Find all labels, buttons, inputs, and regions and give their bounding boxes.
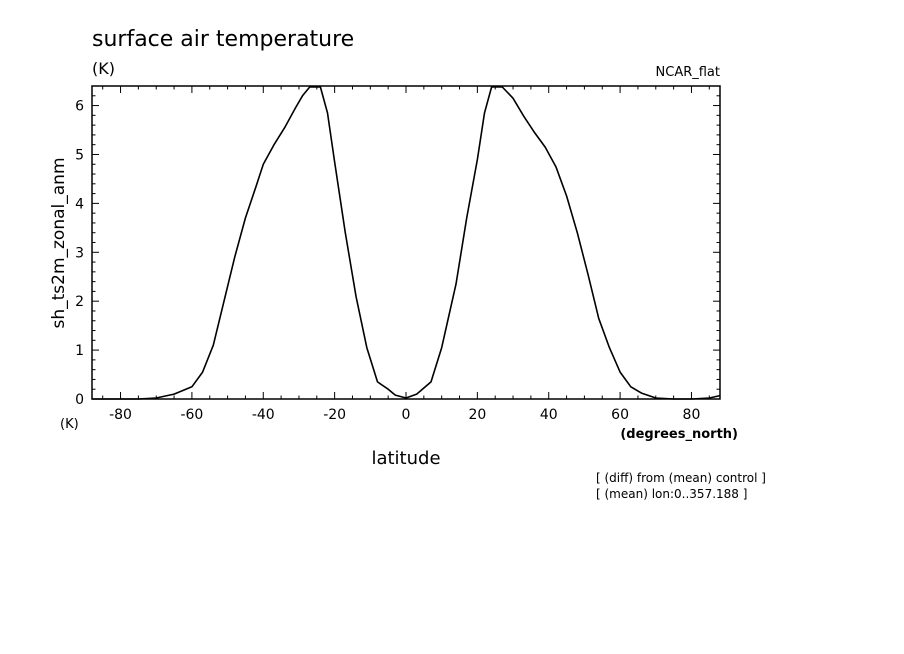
x-tick-label: -60 bbox=[180, 407, 203, 423]
x-tick-label: -40 bbox=[252, 407, 275, 423]
y-tick-label: 5 bbox=[75, 147, 84, 163]
x-tick-label: -20 bbox=[323, 407, 346, 423]
x-axis-label: latitude bbox=[371, 448, 440, 469]
units-top: (K) bbox=[92, 59, 115, 78]
dataset-label: NCAR_flat bbox=[656, 65, 720, 80]
units-bottom: (K) bbox=[60, 417, 79, 432]
x-tick-label: 40 bbox=[540, 407, 558, 423]
y-tick-label: 4 bbox=[75, 196, 84, 212]
plot-frame bbox=[91, 85, 721, 400]
y-tick-label: 0 bbox=[75, 392, 84, 408]
y-tick-label: 1 bbox=[75, 343, 84, 359]
chart-title: surface air temperature bbox=[92, 27, 354, 52]
y-tick-label: 3 bbox=[75, 245, 84, 261]
x-tick-label: 0 bbox=[402, 407, 411, 423]
series-line bbox=[92, 86, 721, 400]
y-tick-label: 6 bbox=[75, 99, 84, 115]
note-line-2: [ (mean) lon:0..357.188 ] bbox=[596, 487, 747, 501]
x-tick-label: -80 bbox=[109, 407, 132, 423]
y-axis-label: sh_ts2m_zonal_anm bbox=[49, 157, 69, 328]
note-line-1: [ (diff) from (mean) control ] bbox=[596, 471, 766, 485]
x-tick-label: 60 bbox=[611, 407, 629, 423]
x-tick-label: 80 bbox=[683, 407, 701, 423]
x-tick-label: 20 bbox=[468, 407, 486, 423]
x-axis-units: (degrees_north) bbox=[620, 427, 738, 442]
y-tick-label: 2 bbox=[75, 294, 84, 310]
